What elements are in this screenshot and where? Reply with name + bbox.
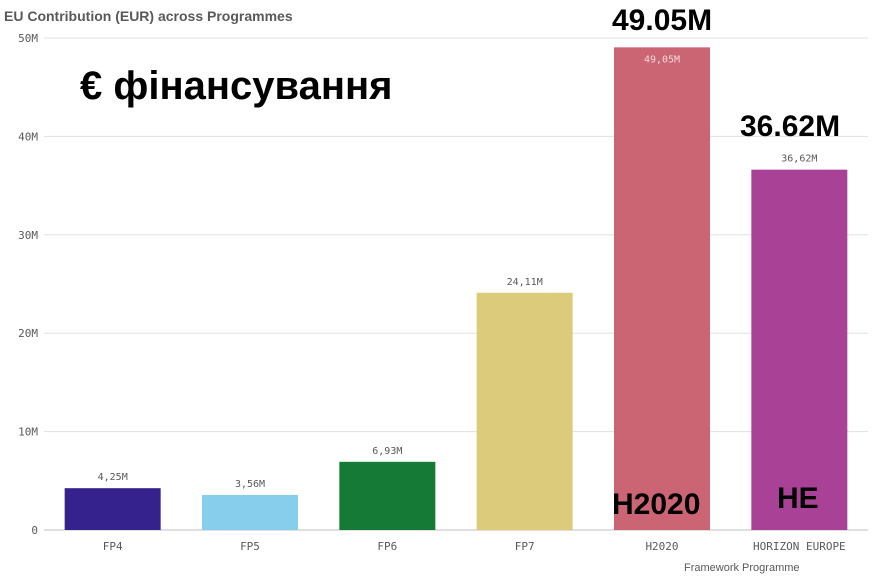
bar-h2020 [614, 47, 710, 531]
x-axis-label: Framework Programme [684, 562, 800, 574]
data-label: 36,62M [781, 154, 817, 165]
data-label: 4,25M [98, 472, 128, 483]
big-value-h2020: 49.05M [612, 4, 713, 37]
data-label: 49,05M [644, 54, 680, 65]
x-category-label: FP5 [240, 540, 260, 553]
x-category-label: FP4 [103, 540, 123, 553]
overlay-heading: € фінансування [80, 64, 393, 108]
y-tick-label: 30M [18, 229, 38, 242]
big-code-horizon-europe: HE [777, 482, 819, 515]
y-tick-label: 50M [18, 32, 38, 45]
y-tick-label: 0 [31, 524, 38, 537]
y-tick-label: 20M [18, 327, 38, 340]
y-tick-label: 10M [18, 426, 38, 439]
gridlines [44, 37, 868, 531]
y-axis-ticks: 0 10M 20M 30M 40M 50M [18, 32, 38, 537]
y-tick-label: 40M [18, 130, 38, 143]
data-labels: 4,25M 3,56M 6,93M 24,11M 49,05M 36,62M [98, 54, 818, 490]
x-category-label: HORIZON EUROPE [753, 540, 846, 553]
bars [64, 47, 848, 531]
x-axis-categories: FP4 FP5 FP6 FP7 H2020 HORIZON EUROPE [103, 540, 846, 553]
bar-fp5 [202, 494, 298, 530]
bar-fp6 [339, 461, 436, 530]
big-code-h2020: H2020 [612, 488, 701, 521]
big-value-horizon-europe: 36.62M [740, 110, 841, 143]
bar-fp7 [476, 292, 573, 530]
chart-title: EU Contribution (EUR) across Programmes [4, 8, 293, 24]
x-category-label: FP7 [515, 540, 535, 553]
bar-fp4 [64, 488, 161, 530]
data-label: 3,56M [235, 479, 265, 490]
x-category-label: H2020 [645, 540, 678, 553]
data-label: 24,11M [507, 277, 543, 288]
x-category-label: FP6 [377, 540, 397, 553]
bar-horizon-europe [751, 169, 848, 531]
data-label: 6,93M [372, 446, 402, 457]
